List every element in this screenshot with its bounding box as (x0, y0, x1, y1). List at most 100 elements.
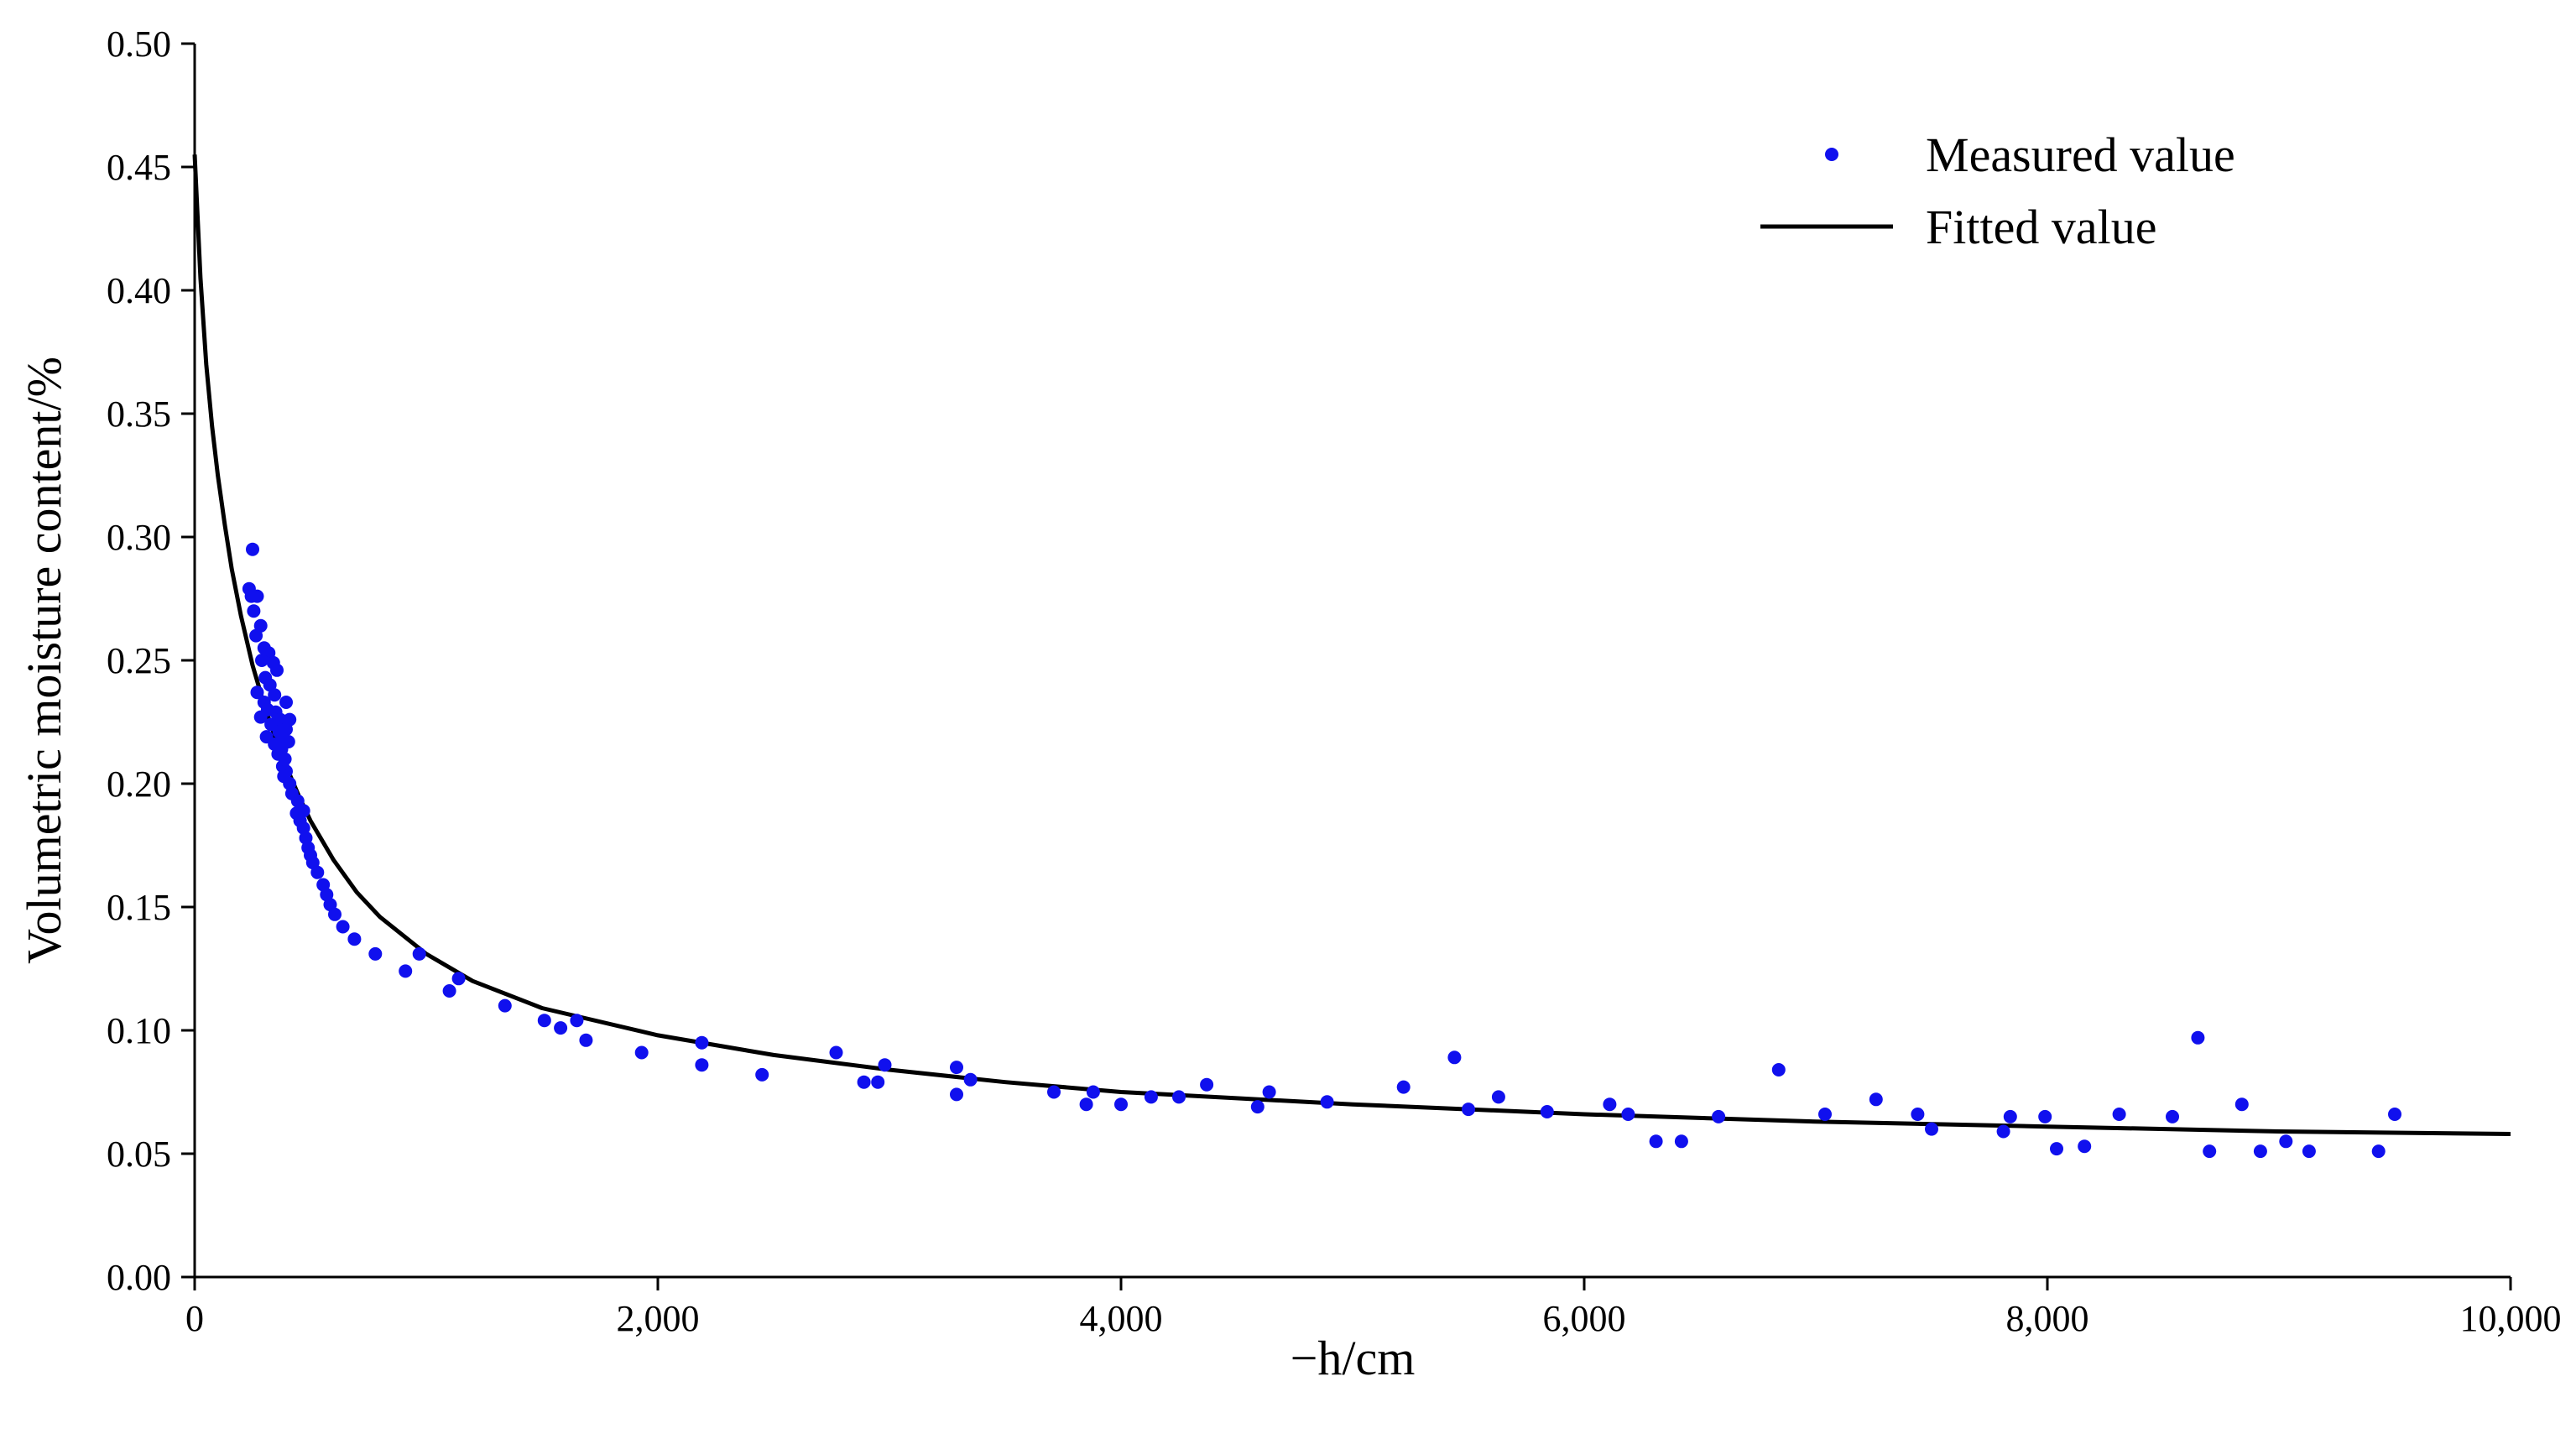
measured-point (871, 1075, 885, 1089)
measured-point (570, 1014, 584, 1028)
measured-point (950, 1061, 963, 1075)
y-tick-label: 0.35 (107, 394, 171, 435)
y-tick-label: 0.30 (107, 517, 171, 558)
measured-point (498, 998, 512, 1013)
measured-point (2166, 1109, 2179, 1123)
measured-point (537, 1014, 551, 1028)
measured-point (270, 663, 284, 677)
measured-point (247, 604, 261, 618)
measured-point (1911, 1108, 1925, 1121)
measured-point (442, 984, 456, 998)
measured-point (829, 1045, 843, 1060)
measured-point (1674, 1134, 1688, 1149)
measured-point (634, 1045, 649, 1060)
x-tick-label: 4,000 (1080, 1298, 1163, 1339)
measured-point (250, 686, 264, 700)
measured-point (1540, 1105, 1554, 1118)
measured-point (1869, 1092, 1883, 1107)
measured-point (1047, 1085, 1061, 1099)
measured-point (451, 972, 466, 986)
measured-point (2050, 1142, 2063, 1156)
measured-point (250, 589, 264, 603)
measured-point (246, 542, 259, 556)
y-tick-label: 0.45 (107, 147, 171, 188)
measured-point (1172, 1090, 1186, 1104)
measured-point (1491, 1090, 1505, 1104)
measured-point (2371, 1144, 2386, 1159)
measured-point (1649, 1134, 1663, 1149)
measured-point (579, 1033, 593, 1047)
x-tick-label: 0 (185, 1298, 204, 1339)
measured-point (2038, 1109, 2052, 1123)
measured-point (554, 1021, 568, 1035)
measured-point (2078, 1139, 2092, 1154)
measured-point (2302, 1144, 2316, 1159)
measured-point (2279, 1134, 2293, 1149)
measured-point (1250, 1100, 1265, 1114)
measured-point (1712, 1109, 1726, 1123)
y-tick-label: 0.00 (107, 1257, 171, 1298)
measured-point (755, 1067, 769, 1082)
measured-point (1925, 1122, 1938, 1136)
y-tick-label: 0.20 (107, 764, 171, 805)
measured-point (1818, 1108, 1832, 1121)
measured-point (310, 865, 325, 879)
measured-point (2112, 1108, 2126, 1121)
measured-point (2234, 1097, 2249, 1112)
x-tick-label: 8,000 (2006, 1298, 2089, 1339)
y-tick-label: 0.15 (107, 887, 171, 928)
legend: Measured value Fitted value (1760, 128, 2235, 254)
measured-point (2191, 1030, 2205, 1045)
measured-point (328, 907, 342, 921)
measured-point (279, 696, 293, 709)
measured-point (347, 932, 362, 946)
measured-point (1144, 1090, 1158, 1104)
series-layer (192, 154, 2511, 1159)
measured-point (1996, 1124, 2010, 1139)
x-tick-label: 6,000 (1543, 1298, 1626, 1339)
y-tick-label: 0.25 (107, 640, 171, 681)
measured-point (290, 794, 305, 808)
y-ticks: 0.00 0.05 0.10 0.15 0.20 0.25 0.30 0.35 0.40 0.45… (107, 23, 195, 1298)
measured-point (368, 946, 383, 961)
legend-label-fitted: Fitted value (1926, 200, 2156, 254)
axes (193, 44, 2511, 1279)
measured-point (1086, 1085, 1100, 1099)
measured-point (249, 628, 263, 643)
measured-point (268, 688, 282, 702)
measured-point (1114, 1097, 1128, 1112)
fitted-curve (192, 154, 2511, 1136)
legend-label-measured: Measured value (1926, 128, 2235, 182)
measured-point (1079, 1097, 1093, 1112)
measured-point (878, 1058, 892, 1072)
y-tick-label: 0.05 (107, 1134, 171, 1175)
measured-point (2003, 1109, 2017, 1123)
measured-point (1320, 1095, 1334, 1109)
measured-point (1462, 1103, 1475, 1117)
measured-point (695, 1058, 709, 1072)
y-tick-label: 0.50 (107, 23, 171, 65)
measured-point (255, 654, 269, 667)
measured-point (950, 1087, 963, 1102)
measured-point (1396, 1080, 1411, 1094)
y-tick-label: 0.10 (107, 1010, 171, 1051)
x-ticks: 0 2,000 4,000 6,000 8,000 10,000 (185, 1277, 2562, 1339)
measured-point (399, 964, 413, 978)
x-axis-title: −h/cm (1291, 1331, 1416, 1385)
measured-point (2388, 1108, 2401, 1121)
measured-point (2203, 1144, 2217, 1159)
measured-point (1262, 1085, 1276, 1099)
x-tick-label: 2,000 (617, 1298, 700, 1339)
measured-point (695, 1035, 709, 1050)
measured-point (1447, 1050, 1462, 1065)
measured-point (1603, 1097, 1617, 1112)
y-tick-label: 0.40 (107, 270, 171, 311)
measured-point (2253, 1144, 2267, 1159)
measured-point (412, 946, 426, 961)
measured-point (253, 710, 268, 724)
measured-point (1771, 1063, 1786, 1076)
x-tick-label: 10,000 (2460, 1298, 2562, 1339)
measured-point (1200, 1077, 1214, 1092)
measured-point (963, 1072, 978, 1087)
